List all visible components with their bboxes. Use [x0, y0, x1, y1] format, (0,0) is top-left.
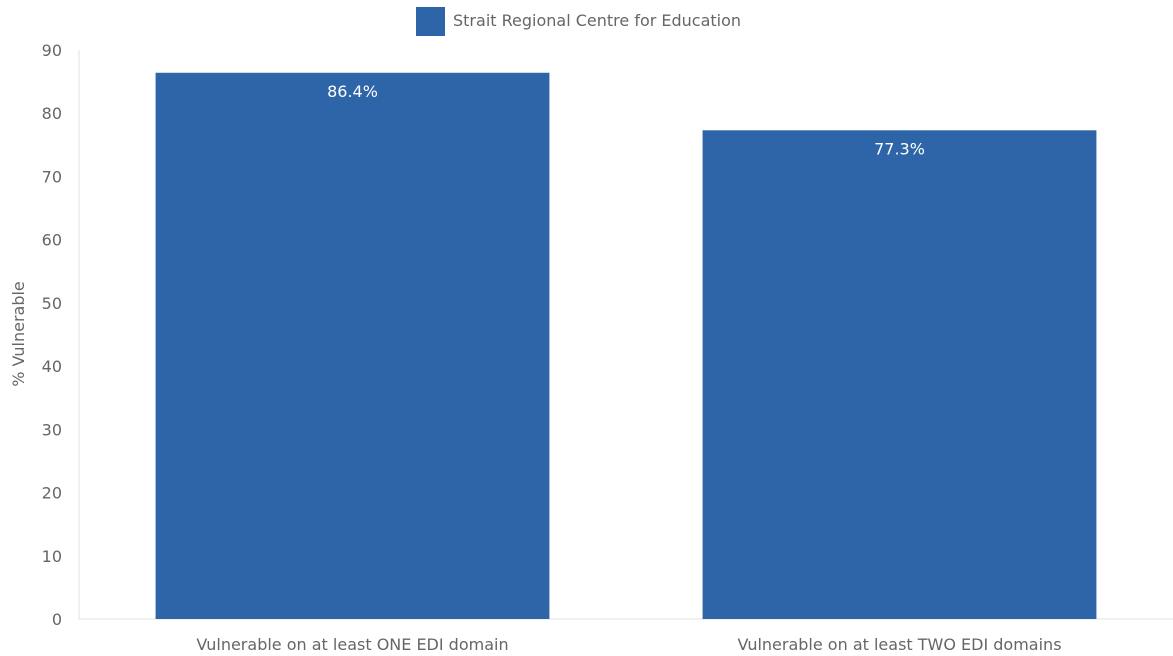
y-tick-label: 80	[42, 104, 62, 123]
legend-label: Strait Regional Centre for Education	[453, 11, 741, 30]
x-category-label: Vulnerable on at least ONE EDI domain	[196, 635, 508, 654]
y-tick-label: 70	[42, 167, 62, 186]
y-axis-title: % Vulnerable	[9, 281, 28, 387]
x-category-label: Vulnerable on at least TWO EDI domains	[737, 635, 1061, 654]
y-tick-label: 50	[42, 294, 62, 313]
y-tick-label: 20	[42, 484, 62, 503]
x-axis-labels: Vulnerable on at least ONE EDI domain Vul…	[196, 635, 1061, 654]
y-tick-label: 0	[52, 610, 62, 629]
y-axis-ticks: 0 10 20 30 40 50 60 70 80 90	[42, 41, 62, 629]
y-tick-label: 90	[42, 41, 62, 60]
legend-swatch	[416, 7, 445, 36]
y-tick-label: 10	[42, 547, 62, 566]
y-tick-label: 30	[42, 420, 62, 439]
bar	[702, 130, 1097, 619]
bar	[155, 72, 550, 619]
bar-value-label: 77.3%	[874, 139, 925, 158]
legend: Strait Regional Centre for Education	[416, 7, 741, 36]
bars: 86.4% 77.3%	[155, 72, 1097, 619]
y-tick-label: 60	[42, 231, 62, 250]
bar-value-label: 86.4%	[327, 82, 378, 101]
y-tick-label: 40	[42, 357, 62, 376]
